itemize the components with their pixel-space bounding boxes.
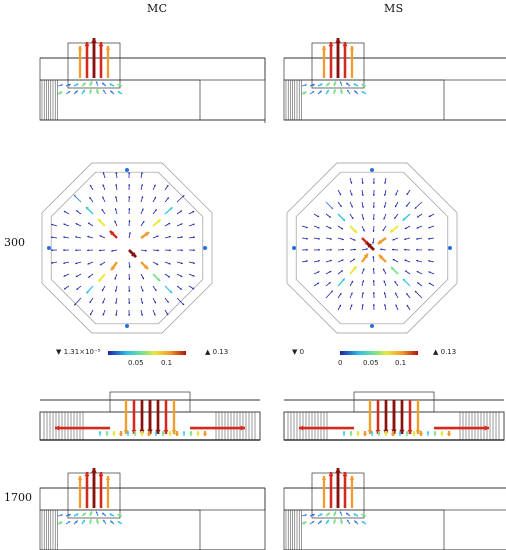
- panel-ms-plan: [286, 162, 458, 334]
- legend-right-max: ▲ 0.13: [433, 348, 456, 356]
- panel-ms-cross: [283, 391, 505, 441]
- row-label-300: 300: [4, 236, 25, 249]
- panel-mc-top: [39, 38, 266, 123]
- legend-right-tick-1: 0.05: [363, 359, 379, 367]
- panel-ms-bottom: [283, 468, 506, 550]
- row-label-1700: 1700: [4, 491, 32, 504]
- legend-right-min-value: 0: [299, 348, 305, 356]
- column-title-mc: MC: [147, 2, 168, 15]
- legend-right-min: ▼ 0: [292, 348, 304, 356]
- legend-left-tick-1: 0.05: [128, 359, 144, 367]
- panel-ms-top: [283, 38, 506, 121]
- legend-left-tick-2: 0.1: [161, 359, 173, 367]
- max-marker-icon: ▲: [205, 348, 211, 356]
- min-marker-icon: ▼: [56, 348, 62, 356]
- legend-left-min-value: 1.31×10⁻⁵: [63, 348, 101, 356]
- panel-mc-cross: [39, 391, 261, 441]
- legend-right-max-value: 0.13: [440, 348, 457, 356]
- legend-left-min: ▼ 1.31×10⁻⁵: [56, 348, 100, 356]
- legend-right-tick-2: 0.1: [395, 359, 407, 367]
- min-marker-icon-2: ▼: [292, 348, 298, 356]
- panel-mc-plan: [41, 162, 213, 334]
- legend-left-max-value: 0.13: [212, 348, 229, 356]
- colorbar-left: [108, 351, 186, 355]
- max-marker-icon-2: ▲: [433, 348, 439, 356]
- panel-mc-bottom: [39, 468, 266, 550]
- legend-left-max: ▲ 0.13: [205, 348, 228, 356]
- colorbar-right: [340, 351, 418, 355]
- column-title-ms: MS: [384, 2, 404, 15]
- legend-right-tick-0: 0: [338, 359, 343, 367]
